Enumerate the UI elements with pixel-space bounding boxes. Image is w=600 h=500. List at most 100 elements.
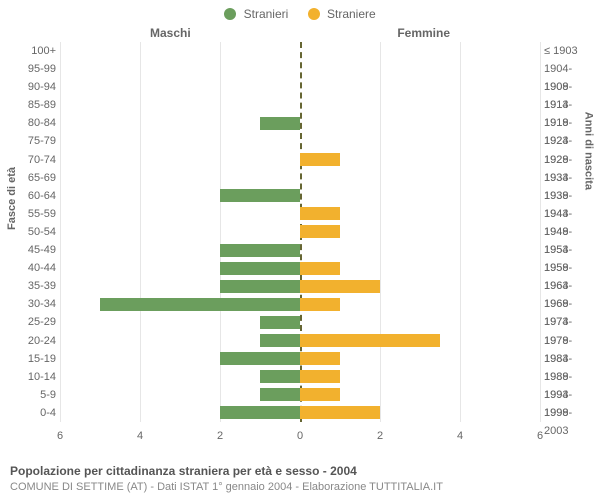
birth-year-label: 1974-1978 <box>540 313 596 331</box>
pyramid-row: 65-691934-1938 <box>60 169 540 187</box>
age-label: 85-89 <box>4 96 60 114</box>
birth-year-label: 1944-1948 <box>540 205 596 223</box>
birth-year-label: 1999-2003 <box>540 404 596 422</box>
birth-year-label: 1909-1913 <box>540 78 596 96</box>
age-label: 65-69 <box>4 169 60 187</box>
age-label: 20-24 <box>4 332 60 350</box>
pyramid-plot: 0224466100+≤ 190395-991904-190890-941909… <box>60 42 540 442</box>
pyramid-row: 85-891914-1918 <box>60 96 540 114</box>
root: Stranieri Straniere Maschi Femmine Fasce… <box>0 0 600 500</box>
birth-year-label: 1959-1963 <box>540 259 596 277</box>
pyramid-row: 40-441959-1963 <box>60 259 540 277</box>
birth-year-label: 1994-1998 <box>540 386 596 404</box>
age-label: 5-9 <box>4 386 60 404</box>
bar-female <box>300 298 340 311</box>
birth-year-label: 1939-1943 <box>540 187 596 205</box>
pyramid-row: 0-41999-2003 <box>60 404 540 422</box>
pyramid-row: 10-141989-1993 <box>60 368 540 386</box>
birth-year-label: 1979-1983 <box>540 332 596 350</box>
pyramid-row: 90-941909-1913 <box>60 78 540 96</box>
age-label: 30-34 <box>4 295 60 313</box>
birth-year-label: 1934-1938 <box>540 169 596 187</box>
bar-female <box>300 262 340 275</box>
pyramid-row: 15-191984-1988 <box>60 350 540 368</box>
age-label: 60-64 <box>4 187 60 205</box>
age-label: 95-99 <box>4 60 60 78</box>
pyramid-row: 80-841919-1923 <box>60 114 540 132</box>
pyramid-row: 45-491954-1958 <box>60 241 540 259</box>
birth-year-label: 1919-1923 <box>540 114 596 132</box>
birth-year-label: 1984-1988 <box>540 350 596 368</box>
pyramid-row: 25-291974-1978 <box>60 313 540 331</box>
pyramid-row: 95-991904-1908 <box>60 60 540 78</box>
legend-item-male: Stranieri <box>224 6 288 21</box>
bar-female <box>300 153 340 166</box>
birth-year-label: 1929-1933 <box>540 151 596 169</box>
bar-male <box>260 316 300 329</box>
pyramid-row: 35-391964-1968 <box>60 277 540 295</box>
bar-male <box>260 117 300 130</box>
bar-male <box>100 298 300 311</box>
age-label: 45-49 <box>4 241 60 259</box>
age-label: 100+ <box>4 42 60 60</box>
birth-year-label: 1904-1908 <box>540 60 596 78</box>
age-label: 90-94 <box>4 78 60 96</box>
legend: Stranieri Straniere <box>0 6 600 21</box>
x-tick-label: 6 <box>537 430 543 442</box>
footer-subtitle: COMUNE DI SETTIME (AT) - Dati ISTAT 1° g… <box>10 480 590 494</box>
pyramid-row: 60-641939-1943 <box>60 187 540 205</box>
birth-year-label: 1954-1958 <box>540 241 596 259</box>
pyramid-row: 30-341969-1973 <box>60 295 540 313</box>
legend-item-female: Straniere <box>308 6 376 21</box>
bar-male <box>220 406 300 419</box>
age-label: 80-84 <box>4 114 60 132</box>
bar-male <box>220 189 300 202</box>
x-tick-label: 4 <box>457 430 463 442</box>
pyramid-row: 50-541949-1953 <box>60 223 540 241</box>
age-label: 70-74 <box>4 151 60 169</box>
pyramid-row: 5-91994-1998 <box>60 386 540 404</box>
age-label: 10-14 <box>4 368 60 386</box>
bar-male <box>260 334 300 347</box>
pyramid-row: 100+≤ 1903 <box>60 42 540 60</box>
bar-male <box>220 244 300 257</box>
column-header-male: Maschi <box>150 26 191 40</box>
x-tick-label: 4 <box>137 430 143 442</box>
legend-swatch-female <box>308 8 320 20</box>
birth-year-label: 1964-1968 <box>540 277 596 295</box>
pyramid-row: 70-741929-1933 <box>60 151 540 169</box>
pyramid-row: 55-591944-1948 <box>60 205 540 223</box>
pyramid-row: 75-791924-1928 <box>60 132 540 150</box>
legend-swatch-male <box>224 8 236 20</box>
birth-year-label: 1924-1928 <box>540 132 596 150</box>
age-label: 35-39 <box>4 277 60 295</box>
age-label: 55-59 <box>4 205 60 223</box>
age-label: 15-19 <box>4 350 60 368</box>
x-tick-label: 2 <box>377 430 383 442</box>
birth-year-label: 1914-1918 <box>540 96 596 114</box>
footer-title: Popolazione per cittadinanza straniera p… <box>10 464 590 480</box>
bar-male <box>220 352 300 365</box>
footer: Popolazione per cittadinanza straniera p… <box>10 464 590 494</box>
age-label: 50-54 <box>4 223 60 241</box>
birth-year-label: 1969-1973 <box>540 295 596 313</box>
bar-female <box>300 370 340 383</box>
birth-year-label: 1949-1953 <box>540 223 596 241</box>
bar-male <box>260 370 300 383</box>
birth-year-label: 1989-1993 <box>540 368 596 386</box>
bar-male <box>260 388 300 401</box>
legend-label-male: Stranieri <box>244 7 289 21</box>
bar-male <box>220 262 300 275</box>
bar-female <box>300 225 340 238</box>
x-tick-label: 0 <box>297 430 303 442</box>
bar-female <box>300 352 340 365</box>
pyramid-row: 20-241979-1983 <box>60 332 540 350</box>
bar-female <box>300 406 380 419</box>
legend-label-female: Straniere <box>327 7 376 21</box>
age-label: 25-29 <box>4 313 60 331</box>
x-tick-label: 2 <box>217 430 223 442</box>
age-label: 75-79 <box>4 132 60 150</box>
bar-female <box>300 280 380 293</box>
age-label: 0-4 <box>4 404 60 422</box>
bar-female <box>300 207 340 220</box>
